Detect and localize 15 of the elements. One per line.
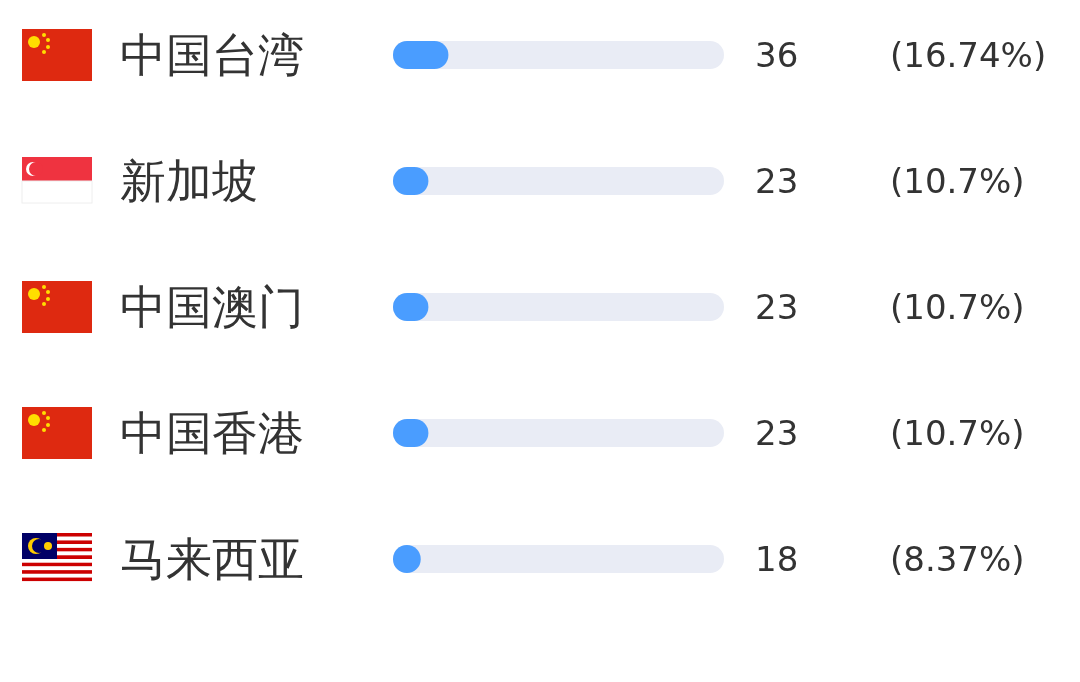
annotation: (16.74%) — [890, 35, 1047, 75]
annotation: (10.7%) — [890, 413, 1025, 453]
category-label: 新加坡 — [120, 154, 258, 208]
category-label: 中国香港 — [120, 406, 304, 460]
category-label: 中国台湾 — [120, 28, 304, 82]
annotation: (10.7%) — [890, 161, 1025, 201]
data-label: 36 — [755, 35, 799, 75]
annotation: (10.7%) — [890, 287, 1025, 327]
category-label: 中国澳门 — [120, 280, 304, 334]
annotation: (8.37%) — [890, 539, 1025, 579]
data-label: 23 — [755, 161, 799, 201]
category-label: 马来西亚 — [120, 532, 304, 586]
data-label: 23 — [755, 413, 799, 453]
data-label: 18 — [755, 539, 799, 579]
data-label: 23 — [755, 287, 799, 327]
